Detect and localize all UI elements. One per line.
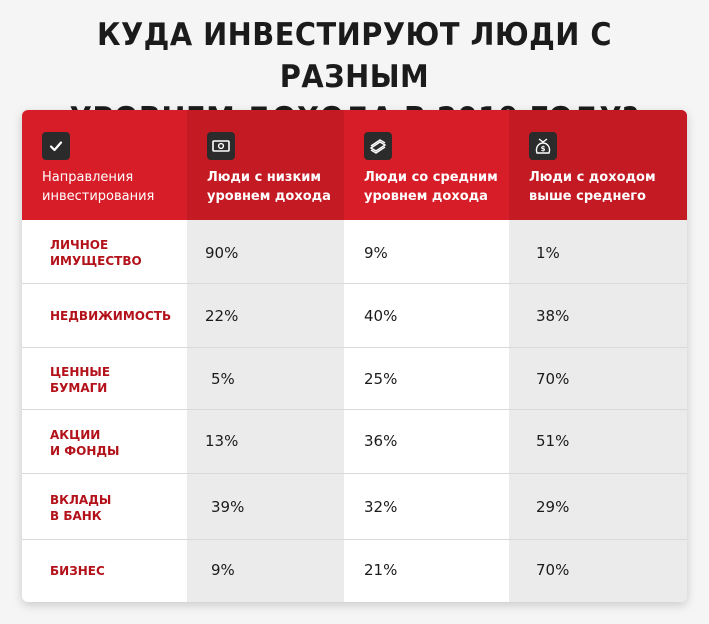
- title-line-1: КУДА ИНВЕСТИРУЮТ ЛЮДИ С РАЗНЫМ: [96, 17, 613, 95]
- row-label: БИЗНЕС: [50, 564, 105, 578]
- table-body: ЛИЧНОЕ ИМУЩЕСТВО 90% 9% 1% НЕДВИЖИМОСТЬ 2…: [22, 220, 687, 602]
- cell-high: 51%: [536, 432, 570, 450]
- money-bag-icon: $: [529, 132, 557, 160]
- table-row: ВКЛАДЫ В БАНК 39% 32% 29%: [22, 474, 687, 540]
- cell-low: 13%: [205, 432, 239, 450]
- header-col-directions: Направления инвестирования: [22, 110, 187, 220]
- row-label: ЛИЧНОЕ ИМУЩЕСТВО: [50, 238, 142, 268]
- cell-low: 22%: [205, 307, 239, 325]
- cell-mid: 25%: [364, 370, 398, 388]
- cell-high: 70%: [536, 370, 570, 388]
- cell-mid: 32%: [364, 498, 398, 516]
- cell-mid: 9%: [364, 244, 388, 262]
- cell-high: 70%: [536, 561, 570, 579]
- cell-low: 9%: [211, 561, 235, 579]
- header-col-mid-income: Люди со средним уровнем дохода: [344, 110, 509, 220]
- svg-text:$: $: [541, 145, 546, 153]
- header-label: Люди с низким уровнем дохода: [207, 170, 331, 204]
- table-row: БИЗНЕС 9% 21% 70%: [22, 540, 687, 602]
- row-label: АКЦИИ И ФОНДЫ: [50, 428, 120, 458]
- header-label: Люди со средним уровнем дохода: [364, 170, 498, 204]
- cell-low: 5%: [211, 370, 235, 388]
- cell-mid: 40%: [364, 307, 398, 325]
- table-row: АКЦИИ И ФОНДЫ 13% 36% 51%: [22, 410, 687, 474]
- table-header: Направления инвестирования Люди с низким…: [22, 110, 687, 220]
- cell-high: 29%: [536, 498, 570, 516]
- cell-low: 90%: [205, 244, 239, 262]
- table-row: ЦЕННЫЕ БУМАГИ 5% 25% 70%: [22, 348, 687, 410]
- cell-high: 38%: [536, 307, 570, 325]
- investment-table: Направления инвестирования Люди с низким…: [22, 110, 687, 602]
- table-row: НЕДВИЖИМОСТЬ 22% 40% 38%: [22, 284, 687, 348]
- cell-low: 39%: [211, 498, 245, 516]
- header-label: Люди с доходом выше среднего: [529, 170, 656, 204]
- banknote-icon: [207, 132, 235, 160]
- checkmark-icon: [42, 132, 70, 160]
- row-label: ВКЛАДЫ В БАНК: [50, 493, 112, 523]
- cash-stack-icon: [364, 132, 392, 160]
- header-col-high-income: $ Люди с доходом выше среднего: [509, 110, 687, 220]
- table-row: ЛИЧНОЕ ИМУЩЕСТВО 90% 9% 1%: [22, 220, 687, 284]
- header-col-low-income: Люди с низким уровнем дохода: [187, 110, 344, 220]
- row-label: ЦЕННЫЕ БУМАГИ: [50, 365, 111, 395]
- row-label: НЕДВИЖИМОСТЬ: [50, 309, 172, 323]
- cell-high: 1%: [536, 244, 560, 262]
- cell-mid: 21%: [364, 561, 398, 579]
- cell-mid: 36%: [364, 432, 398, 450]
- header-label: Направления инвестирования: [42, 170, 155, 204]
